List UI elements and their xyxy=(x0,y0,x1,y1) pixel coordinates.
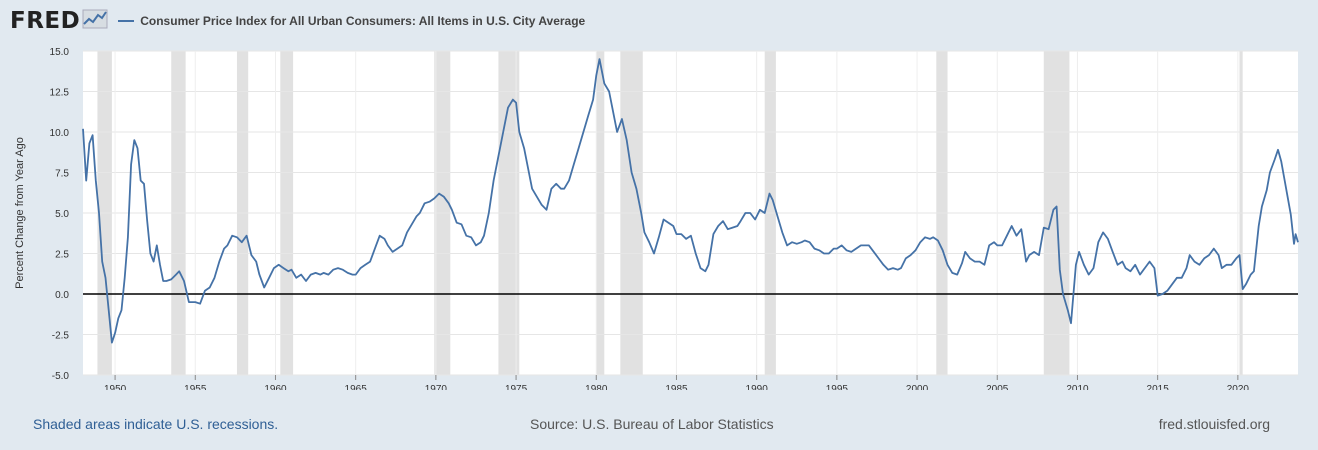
series-line xyxy=(82,58,1299,344)
legend-line-swatch xyxy=(118,20,135,22)
y-tick-label: 15.0 xyxy=(50,47,70,58)
x-tick-label: 1955 xyxy=(184,384,207,390)
trend-chart-icon xyxy=(82,9,108,34)
x-tick-label: 1995 xyxy=(826,384,849,390)
y-axis-title: Percent Change from Year Ago xyxy=(14,137,26,289)
x-tick-label: 2010 xyxy=(1066,384,1089,390)
x-tick-label: 1950 xyxy=(104,384,127,390)
x-tick-label: 2015 xyxy=(1147,384,1170,390)
header: FRED Consumer Price Index for All Urban … xyxy=(10,8,585,34)
x-tick-label: 1965 xyxy=(345,384,368,390)
y-tick-label: 10.0 xyxy=(50,128,70,139)
chart-title[interactable]: Consumer Price Index for All Urban Consu… xyxy=(140,14,586,28)
y-tick-label: 7.5 xyxy=(55,169,69,180)
x-tick-label: 2000 xyxy=(906,384,929,390)
y-tick-label: 12.5 xyxy=(50,88,70,99)
x-tick-label: 1975 xyxy=(505,384,528,390)
fred-logo[interactable]: FRED xyxy=(10,8,81,34)
y-tick-label: 5.0 xyxy=(55,209,69,220)
line-chart: 15.0 12.5 10.0 7.5 5.0 2.5 0.0 -2.5 -5.0 1950 1955… xyxy=(14,47,1299,390)
y-tick-label: -5.0 xyxy=(52,371,70,382)
y-tick-label: -2.5 xyxy=(52,331,70,342)
source-note: Source: U.S. Bureau of Labor Statistics xyxy=(530,416,774,432)
x-tick-label: 1985 xyxy=(665,384,688,390)
site-url[interactable]: fred.stlouisfed.org xyxy=(1158,416,1270,432)
x-tick-label: 1980 xyxy=(585,384,608,390)
y-tick-label: 2.5 xyxy=(55,250,69,261)
x-tick-label: 2020 xyxy=(1227,384,1250,390)
recession-note: Shaded areas indicate U.S. recessions. xyxy=(33,416,279,432)
y-tick-label: 0.0 xyxy=(55,290,69,301)
x-tick-label: 2005 xyxy=(986,384,1009,390)
x-tick-label: 1960 xyxy=(264,384,287,390)
x-tick-label: 1990 xyxy=(746,384,769,390)
x-tick-label: 1970 xyxy=(425,384,448,390)
